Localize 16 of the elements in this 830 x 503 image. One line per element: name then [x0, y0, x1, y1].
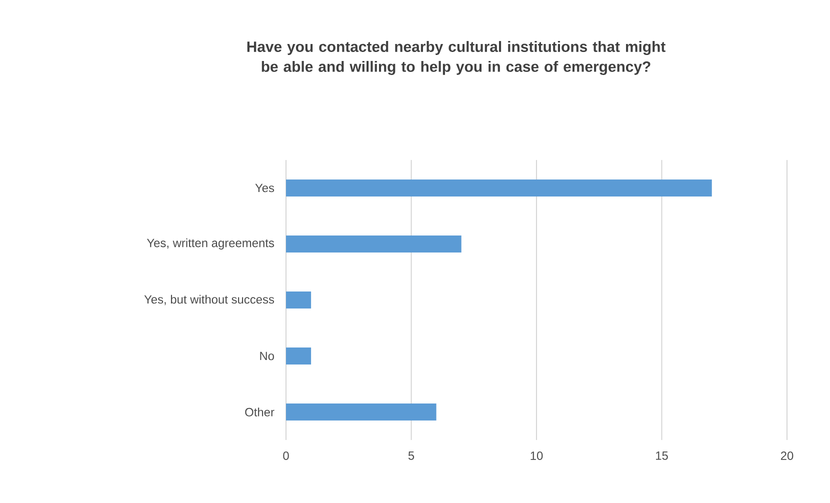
bar	[286, 291, 312, 308]
x-tick-label: 20	[780, 452, 794, 460]
x-tick-label: 0	[283, 452, 289, 460]
bar	[286, 179, 712, 196]
bar	[286, 347, 312, 364]
y-tick-label: Yes, written agreements	[146, 238, 274, 250]
y-tick-label: Yes, but without success	[144, 294, 274, 306]
y-tick-label: No	[260, 352, 274, 360]
y-tick-label: Yes	[255, 184, 274, 192]
bar	[286, 235, 462, 252]
chart-title: Have you contacted nearby cultural institutions that might be able and willing to help you in case of emergency?	[247, 41, 666, 75]
x-tick-label: 15	[656, 452, 668, 460]
y-tick-label: Other	[245, 408, 274, 416]
bar	[286, 403, 436, 420]
x-tick-label: 10	[530, 452, 543, 460]
x-tick-label: 5	[408, 452, 414, 460]
